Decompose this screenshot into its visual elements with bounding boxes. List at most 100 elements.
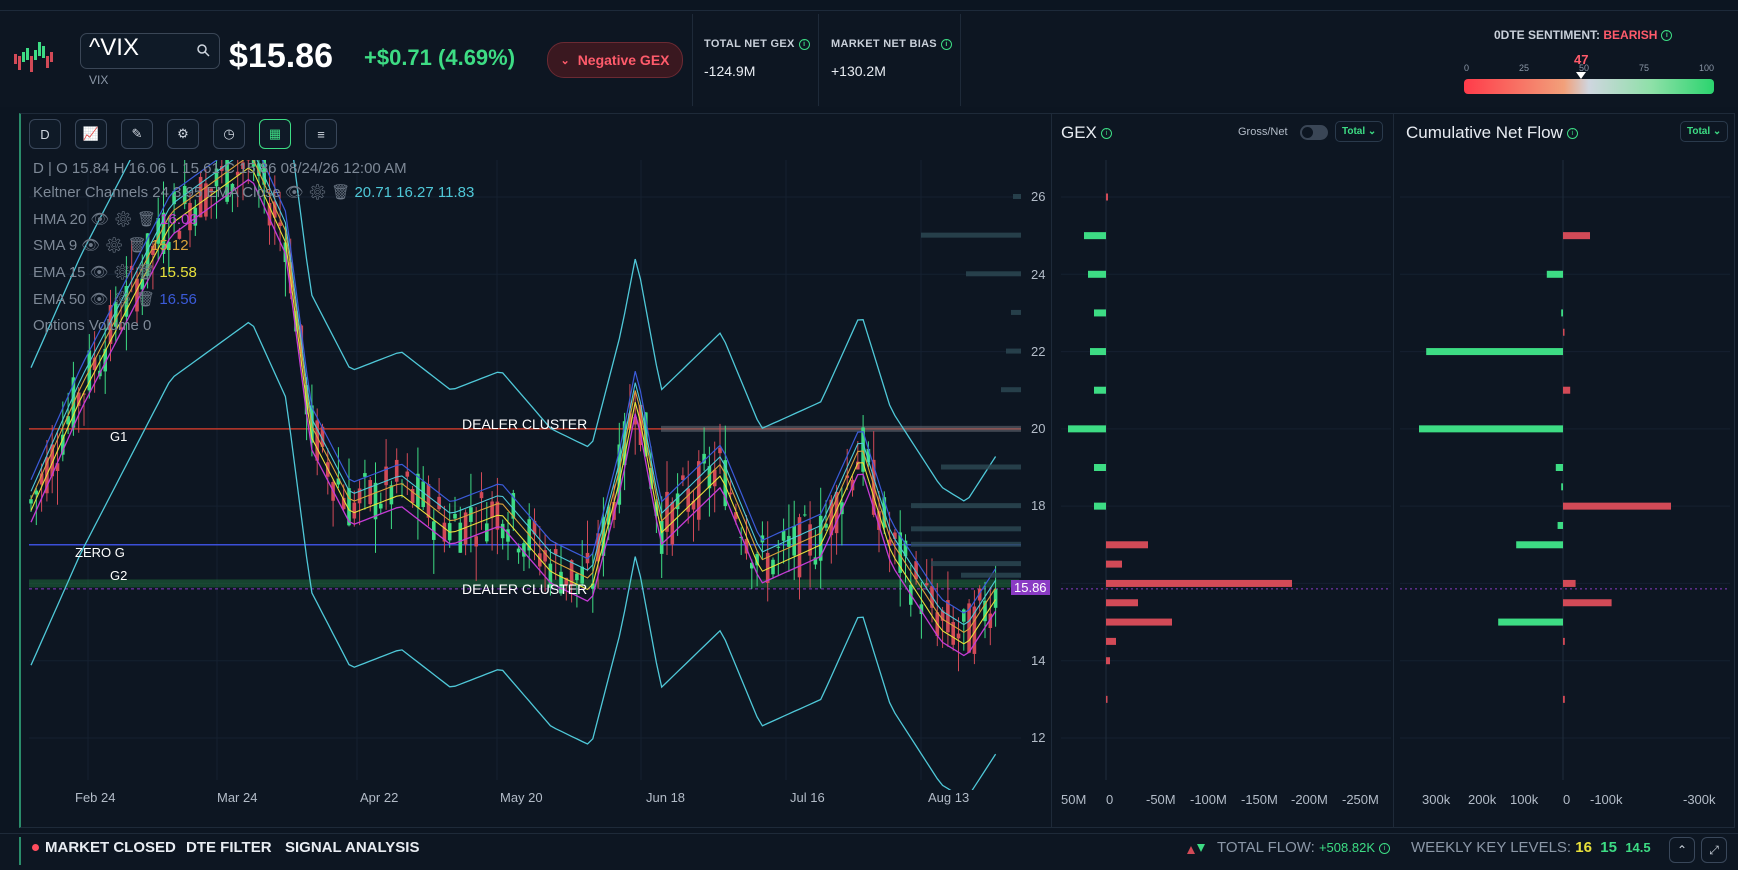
flow-bar	[1563, 696, 1565, 703]
candle-body	[792, 526, 796, 556]
candle-body	[453, 514, 457, 519]
info-icon[interactable]: i	[1101, 128, 1112, 139]
gex-total-dropdown[interactable]: Total ⌄	[1335, 121, 1383, 142]
candle-body	[925, 583, 929, 585]
candle-body	[474, 536, 478, 546]
candle-body	[427, 484, 431, 518]
candle-body	[459, 523, 463, 553]
expand-icon[interactable]: ⤢	[1701, 837, 1727, 863]
candle-body	[798, 517, 802, 577]
chart-toolbar: D 📈 ✎ ⚙ ◷ ▦ ≡	[29, 119, 337, 149]
gex-badge-label: Negative GEX	[578, 52, 670, 68]
y-tick: 14	[1031, 653, 1045, 668]
interval-button[interactable]: D	[29, 119, 61, 149]
candle-body	[501, 524, 505, 538]
bot-icon[interactable]: ⚙	[167, 119, 199, 149]
volume-profile-bar	[911, 526, 1021, 531]
flow-bar	[1498, 619, 1563, 626]
gex-chart	[1061, 160, 1391, 790]
volume-profile-bar	[961, 573, 1021, 578]
candle-body	[713, 470, 717, 486]
x-tick: 0	[1106, 792, 1113, 807]
flow-bar	[1516, 541, 1563, 548]
candle-body	[517, 549, 521, 553]
gex-bar	[1106, 657, 1110, 664]
price-value: $15.86	[229, 37, 333, 76]
x-tick: 100k	[1510, 792, 1538, 807]
info-icon[interactable]: i	[1567, 128, 1578, 139]
flow-bar	[1558, 522, 1563, 529]
info-icon[interactable]: i	[1379, 843, 1390, 854]
flow-bar	[1547, 271, 1563, 278]
candle-body	[395, 460, 399, 482]
search-icon[interactable]	[196, 43, 210, 57]
flow-bar	[1561, 309, 1563, 316]
x-tick: May 20	[500, 790, 543, 805]
volume-profile-bar	[1013, 194, 1021, 199]
x-tick: 300k	[1422, 792, 1450, 807]
dealer-cluster-bottom-label: DEALER CLUSTER	[462, 581, 587, 597]
flow-bar	[1561, 483, 1563, 490]
dte-filter-button[interactable]: DTE FILTER	[186, 839, 272, 856]
g2-label: G2	[110, 568, 127, 583]
calendar-icon[interactable]: ▦	[259, 119, 291, 149]
drawing-tools-icon[interactable]: ✎	[121, 119, 153, 149]
signal-analysis-button[interactable]: SIGNAL ANALYSIS	[285, 839, 419, 856]
gex-bar	[1106, 580, 1292, 587]
top-strip	[0, 0, 1738, 11]
last-price-tag: 15.86	[1011, 580, 1050, 595]
y-tick: 26	[1031, 189, 1045, 204]
info-icon[interactable]: i	[799, 39, 810, 50]
price-chart[interactable]	[21, 160, 1051, 790]
market-net-bias-value: +130.2M	[831, 63, 886, 79]
candle-body	[416, 474, 420, 508]
gex-bar	[1106, 619, 1172, 626]
gex-bar	[1068, 425, 1106, 432]
x-tick: Aug 13	[928, 790, 969, 805]
candle-body	[368, 480, 372, 504]
indicators-icon[interactable]: 📈	[75, 119, 107, 149]
volume-profile-bar	[921, 233, 1021, 238]
history-icon[interactable]: ◷	[213, 119, 245, 149]
gross-net-toggle[interactable]	[1300, 125, 1328, 140]
negative-gex-badge[interactable]: ⌄ Negative GEX	[547, 42, 683, 78]
ticker-name: VIX	[89, 73, 108, 87]
zero-g-label: ZERO G	[75, 545, 125, 560]
market-status: MARKET CLOSED	[45, 839, 176, 856]
info-icon[interactable]: i	[941, 39, 952, 50]
y-tick: 24	[1031, 267, 1045, 282]
flow-bar	[1563, 329, 1565, 336]
info-icon[interactable]: i	[1661, 30, 1672, 41]
ticker-symbol[interactable]: ^VIX	[89, 34, 139, 62]
candle-body	[480, 492, 484, 498]
x-tick: -100k	[1590, 792, 1623, 807]
flow-bar	[1563, 599, 1612, 606]
settings-sliders-icon[interactable]: ≡	[305, 119, 337, 149]
volume-profile-bar	[911, 542, 1021, 547]
volume-profile-bar	[911, 503, 1021, 508]
legend-keltner: Keltner Channels 24 3.95 EMA Close 👁 ⚙ 🗑…	[33, 183, 474, 201]
candle-body	[782, 531, 786, 541]
chevron-up-icon[interactable]: ⌃	[1669, 837, 1695, 863]
x-tick: Jul 16	[790, 790, 825, 805]
candle-body	[777, 547, 781, 548]
legend-sma: SMA 9 👁 ⚙ 🗑 15.12	[33, 236, 189, 254]
volume-profile-bar	[966, 271, 1021, 276]
flow-total-dropdown[interactable]: Total ⌄	[1680, 121, 1728, 142]
candle-body	[962, 609, 966, 621]
legend-ema50: EMA 50 👁 ⚙ 🗑 16.56	[33, 290, 197, 308]
candle-body	[421, 481, 425, 507]
x-tick: -150M	[1241, 792, 1278, 807]
candle-body	[803, 514, 807, 515]
x-tick: -250M	[1342, 792, 1379, 807]
volume-profile-bar	[931, 561, 1021, 566]
candle-body	[379, 504, 383, 509]
x-tick: -300k	[1683, 792, 1716, 807]
candle-body	[957, 634, 961, 639]
x-tick: Jun 18	[646, 790, 685, 805]
sentiment-pointer	[1576, 72, 1586, 79]
